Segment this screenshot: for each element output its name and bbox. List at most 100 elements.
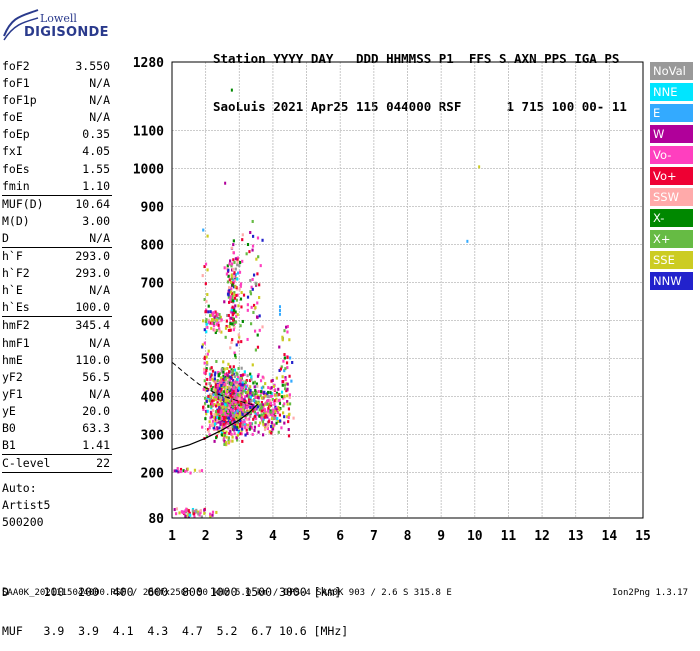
echo-point [187,514,190,518]
echo-point [248,400,251,404]
echo-point [234,310,237,314]
echo-point [220,389,223,393]
echo-point [239,383,242,387]
echo-point [257,430,260,434]
echo-point [222,399,225,403]
y-tick-label: 1000 [133,162,164,177]
echo-point [282,359,285,363]
echo-point [228,370,231,374]
echo-point [205,322,208,326]
echo-point [250,426,253,430]
echo-point [271,415,274,419]
param-label: B0 [2,420,16,435]
param-label: yE [2,403,16,418]
echo-point [229,298,232,302]
echo-point [228,278,231,282]
echo-point [254,407,257,411]
legend-entry: X- [650,209,693,227]
echo-point [220,433,223,437]
echo-point [258,296,261,300]
echo-point [228,378,231,382]
param-row: fxI 4.05 [2,143,112,160]
echo-point [222,405,225,409]
y-tick-label: 800 [141,238,165,253]
echo-point [262,403,266,407]
echo-point [237,426,240,430]
echo-point [241,381,244,385]
echo-point [233,385,236,389]
echo-point [207,304,210,308]
echo-point [232,251,235,255]
echo-point [286,355,289,359]
echo-point [231,338,234,342]
echo-point [251,432,254,436]
echo-point [264,413,267,417]
echo-point [216,313,219,317]
echo-point [238,413,241,417]
echo-point [229,416,233,420]
echo-point [242,410,245,414]
echo-point [203,508,206,512]
echo-point [211,322,214,326]
echo-point [214,383,218,387]
echo-point [233,260,236,264]
echo-point [217,416,221,420]
echo-point [238,422,242,426]
echo-point [225,418,229,422]
param-row: foEs 1.55 [2,161,112,178]
digisonde-logo: Lowell DIGISONDE [2,4,112,44]
echo-point [225,380,228,384]
echo-point [257,255,260,259]
echo-point [239,376,242,380]
auto-label: Auto: [2,481,37,495]
echo-point [214,388,217,392]
echo-point [225,388,228,392]
param-row: hmF2 345.4 [2,317,112,334]
echo-point [173,508,176,512]
echo-point [229,346,232,350]
echo-point [213,439,216,443]
echo-point [211,401,214,405]
echo-point [267,407,270,411]
echo-point [235,396,239,400]
echo-point [206,293,209,297]
echo-point [210,326,213,330]
echo-point [240,414,243,418]
echo-point [243,370,246,374]
echo-point [228,300,231,304]
echo-point [257,423,260,427]
y-tick-label: 600 [141,314,165,329]
echo-point [224,411,227,415]
echo-point [221,391,224,395]
echo-point [254,421,257,425]
echo-point [231,391,234,395]
echo-point [259,406,262,410]
echo-point [175,507,178,511]
echo-point [230,287,233,291]
echo-point [279,419,282,423]
echo-point [233,411,236,415]
echo-point [239,378,242,382]
echo-point [225,414,228,418]
param-separator [2,454,112,456]
echo-point [266,402,269,406]
echo-point [220,330,223,334]
param-label: h`F2 [2,266,30,281]
echo-point [281,338,284,342]
echo-point [206,268,209,272]
echo-point [239,424,242,428]
echo-point [273,402,276,406]
echo-point [184,514,187,518]
chart-grid [171,61,644,519]
echo-point [272,411,275,415]
auto-code: 500200 [2,515,44,529]
echo-point [208,420,211,424]
echo-point [243,402,246,406]
echo-point [220,383,223,387]
echo-point [290,379,293,383]
profile-curves [171,361,259,451]
echo-point [209,512,212,516]
echo-point [216,392,219,396]
echo-point [220,409,223,413]
echo-point [248,388,251,392]
